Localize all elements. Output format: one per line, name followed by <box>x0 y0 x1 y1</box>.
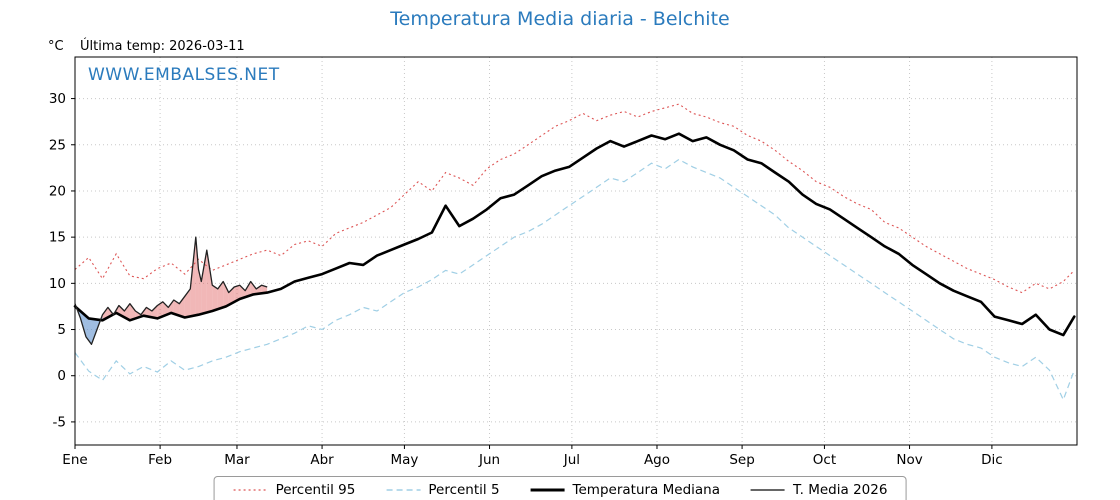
legend-item: Temperatura Mediana <box>530 482 720 498</box>
svg-text:Oct: Oct <box>813 452 836 468</box>
chart-title: Temperatura Media diaria - Belchite <box>390 8 730 30</box>
legend-item-label: Temperatura Mediana <box>572 482 720 498</box>
svg-text:Abr: Abr <box>310 452 334 468</box>
svg-text:5: 5 <box>57 322 66 338</box>
svg-text:Ago: Ago <box>644 452 670 468</box>
legend-item: Percentil 95 <box>233 482 356 498</box>
svg-text:Mar: Mar <box>224 452 250 468</box>
svg-text:Dic: Dic <box>981 452 1003 468</box>
svg-text:Nov: Nov <box>896 452 922 468</box>
legend-item-label: T. Media 2026 <box>793 482 888 498</box>
legend-line-sample <box>233 489 268 491</box>
svg-text:0: 0 <box>57 368 66 384</box>
svg-text:May: May <box>390 452 418 468</box>
svg-text:20: 20 <box>49 183 66 199</box>
svg-text:30: 30 <box>49 91 66 107</box>
last-temp-label: Última temp: 2026-03-11 <box>80 39 245 54</box>
legend-line-sample <box>386 489 421 491</box>
svg-text:-5: -5 <box>53 414 66 430</box>
svg-text:Jun: Jun <box>478 452 500 468</box>
svg-text:Feb: Feb <box>148 452 172 468</box>
svg-text:Jul: Jul <box>563 452 580 468</box>
legend-item: Percentil 5 <box>385 482 500 498</box>
svg-text:10: 10 <box>49 276 66 292</box>
legend-item-label: Percentil 5 <box>428 482 500 498</box>
watermark: WWW.EMBALSES.NET <box>88 65 280 85</box>
legend-line-sample <box>530 488 565 492</box>
y-axis-unit-label: °C <box>48 39 64 54</box>
legend-item: T. Media 2026 <box>750 482 887 498</box>
svg-text:15: 15 <box>49 230 66 246</box>
svg-text:Ene: Ene <box>62 452 87 468</box>
legend-line-sample <box>751 489 785 491</box>
svg-text:Sep: Sep <box>729 452 754 468</box>
legend-item-label: Percentil 95 <box>275 482 356 498</box>
legend: Percentil 95 Percentil 5 Temperatura Media… <box>213 476 907 500</box>
svg-text:25: 25 <box>49 137 66 153</box>
